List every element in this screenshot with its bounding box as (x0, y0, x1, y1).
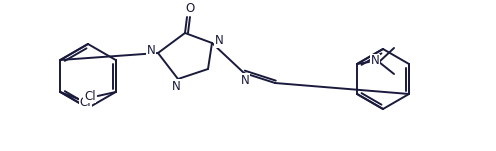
Text: N: N (241, 74, 249, 87)
Text: N: N (147, 45, 155, 58)
Text: N: N (172, 79, 181, 93)
Text: O: O (186, 3, 194, 16)
Text: N: N (371, 55, 379, 67)
Text: Cl: Cl (84, 90, 96, 103)
Text: Cl: Cl (79, 95, 91, 109)
Text: N: N (215, 34, 223, 48)
